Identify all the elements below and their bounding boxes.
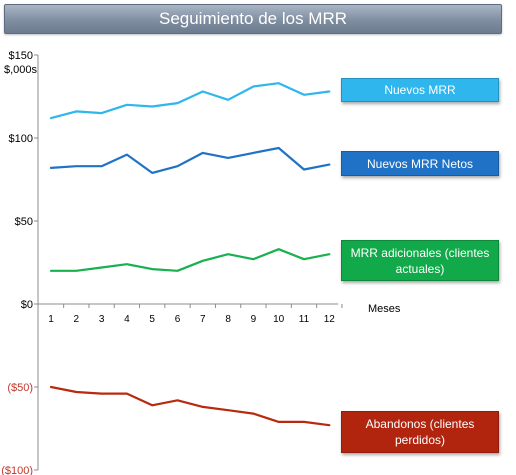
y-tick-label: $50: [15, 216, 33, 228]
legend-mrr-adicionales: MRR adicionales (clientes actuales): [341, 240, 499, 281]
series-line-1: [49, 146, 331, 174]
chart-title: Seguimiento de los MRR: [4, 4, 502, 34]
series-lines: [49, 82, 331, 427]
x-tick-label: 5: [149, 314, 155, 325]
legend-abandonos: Abandonos (clientes perdidos): [341, 411, 499, 453]
x-tick-label: 6: [175, 314, 181, 325]
y-tick-label: $0: [21, 299, 33, 311]
legend-nuevos-mrr-netos: Nuevos MRR Netos: [341, 151, 499, 176]
x-axis-label: Meses: [368, 303, 401, 315]
x-tick-label: 3: [99, 314, 105, 325]
legend-nuevos-mrr: Nuevos MRR: [341, 78, 499, 102]
x-tick-label: 7: [200, 314, 206, 325]
x-tick-label: 11: [299, 314, 310, 325]
x-tick-label: 9: [251, 314, 257, 325]
x-tick-label: 12: [324, 314, 336, 325]
y-tick-label: ($100): [1, 465, 33, 475]
series-line-3: [49, 385, 331, 427]
y-tick-label: $150: [9, 50, 33, 62]
y-axis-unit-label: $,000s: [4, 64, 38, 76]
x-tick-label: 10: [273, 314, 285, 325]
x-tick-label: 1: [48, 314, 54, 325]
series-line-0: [49, 82, 331, 120]
series-line-2: [49, 248, 331, 272]
axes: [34, 54, 343, 471]
y-tick-label: ($50): [7, 382, 33, 394]
x-tick-label: 2: [74, 314, 80, 325]
x-tick-label: 8: [225, 314, 231, 325]
y-tick-label: $100: [9, 133, 33, 145]
x-tick-label: 4: [124, 314, 130, 325]
